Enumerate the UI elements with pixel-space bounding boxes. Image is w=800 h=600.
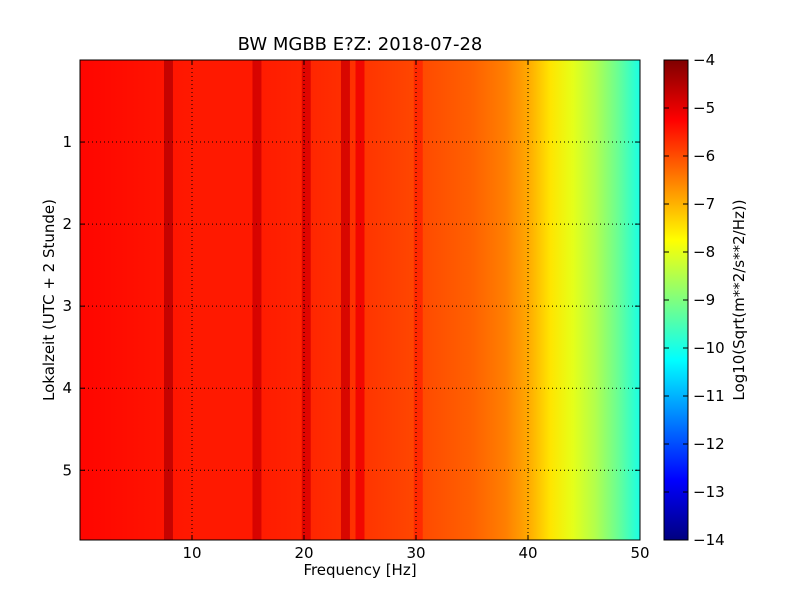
spectral-line [413, 60, 423, 540]
colorbar-tick-label: −11 [693, 387, 725, 405]
spectral-line [252, 60, 262, 540]
colorbar-tick-label: −13 [693, 483, 725, 501]
spectral-line [355, 60, 365, 540]
x-tick-label: 40 [518, 544, 537, 562]
colorbar-tick-label: −4 [693, 51, 715, 69]
spectral-line [164, 60, 173, 540]
y-axis-label: Lokalzeit (UTC + 2 Stunde) [40, 199, 58, 401]
spectral-lines [164, 60, 423, 540]
y-axis-ticks: 1 2 3 4 5 [62, 133, 640, 479]
spectral-line [340, 60, 350, 540]
grid [80, 60, 640, 540]
y-tick-label: 5 [62, 461, 72, 479]
y-tick-label: 3 [62, 297, 72, 315]
x-axis-ticks: 10 20 30 40 50 [182, 60, 650, 562]
colorbar-tick-label: −14 [693, 531, 725, 549]
x-tick-label: 30 [406, 544, 425, 562]
colorbar-tick-label: −6 [693, 147, 715, 165]
colorbar-tick-label: −8 [693, 243, 715, 261]
colorbar-tick-label: −9 [693, 291, 715, 309]
colorbar-tick-label: −5 [693, 99, 715, 117]
x-tick-label: 50 [630, 544, 649, 562]
x-tick-label: 20 [294, 544, 313, 562]
plot-frame [79, 59, 641, 541]
spectral-line [301, 60, 311, 540]
colorbar-tick-label: −12 [693, 435, 725, 453]
y-tick-label: 2 [62, 215, 72, 233]
y-tick-label: 4 [62, 379, 72, 397]
colorbar-ticks: −4 −5 −6 −7 −8 −9 −10 −11 −12 −13 −14 [664, 51, 725, 549]
x-axis-label: Frequency [Hz] [303, 561, 417, 579]
y-tick-label: 1 [62, 133, 72, 151]
colorbar-label: Log10(Sqrt(m**2/s**2/Hz)) [730, 199, 748, 401]
x-tick-label: 10 [182, 544, 201, 562]
colorbar-tick-label: −10 [693, 339, 725, 357]
colorbar-tick-label: −7 [693, 195, 715, 213]
chart-title: BW MGBB E?Z: 2018-07-28 [237, 34, 483, 55]
